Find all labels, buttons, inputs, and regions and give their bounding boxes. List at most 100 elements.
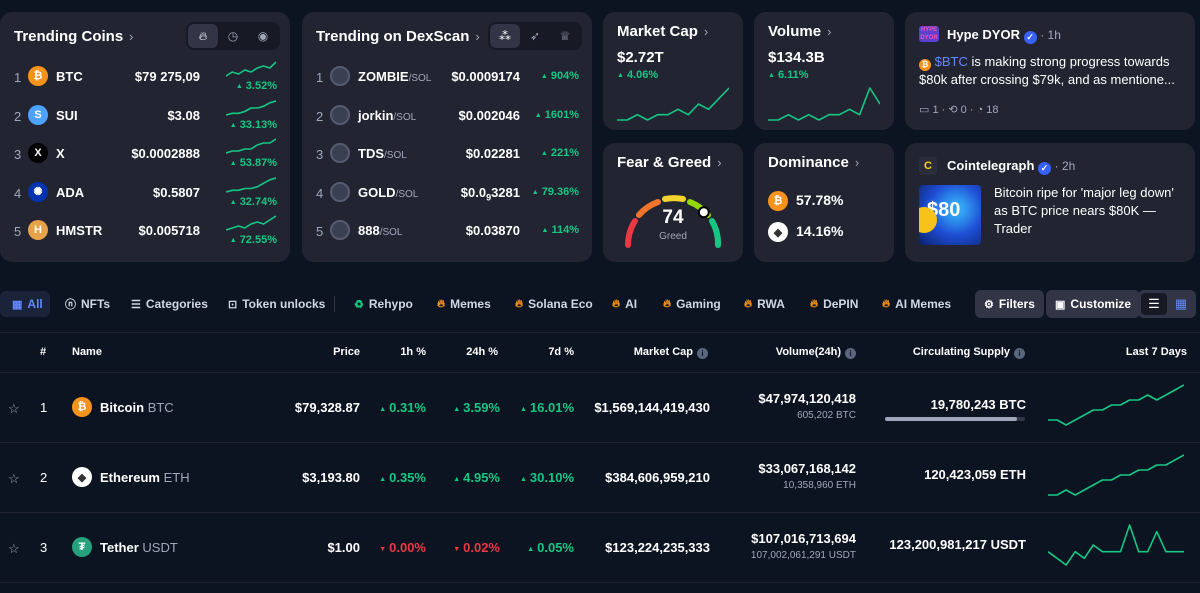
table-row[interactable]: ☆ 2 ◆ Ethereum ETH $3,193.80 0.35% 4.95% 30.10%… [0, 443, 1200, 513]
trending-coin-row[interactable]: 2S SUI $3.08 33.13% [14, 99, 280, 131]
fear-greed-indicator [697, 206, 710, 219]
customize-icon: ▣ [1055, 298, 1066, 311]
coin-name[interactable]: Ethereum ETH [100, 470, 190, 485]
trending-coin-row[interactable]: 3XX$0.000288853.87% [14, 138, 280, 169]
filter-solana-eco[interactable]: 🔥︎ Solana Eco [515, 297, 593, 311]
token-change: 114% [522, 224, 579, 236]
grid-view-icon[interactable]: ▦ [1174, 296, 1188, 311]
filter-divider [334, 296, 335, 312]
views-icon[interactable]: ◔ [976, 104, 984, 116]
coin-change: 33.13% [214, 119, 277, 131]
coin-icon: ◆ [72, 467, 92, 487]
hype-dyor-avatar: HYPE DYOR [919, 26, 939, 42]
fear-greed-card[interactable]: Fear & Greed › 74 Greed [603, 143, 743, 262]
clock-icon[interactable]: ◷ [227, 29, 239, 43]
filter-rehypo[interactable]: ♻ Rehypo [354, 297, 413, 311]
filter-all[interactable]: ▦ All [0, 291, 50, 317]
filter-gaming[interactable]: 🔥︎ Gaming [663, 297, 721, 311]
dexscan-row[interactable]: 4 GOLD/SOL $0.09328179.36% [316, 178, 582, 208]
coin-change: 53.87% [214, 157, 277, 169]
rocket-icon[interactable]: ➶ [529, 29, 541, 43]
watchlist-star-icon[interactable]: ☆ [8, 401, 20, 416]
news-source[interactable]: Hype DYOR ✓ · 1h [947, 27, 1061, 44]
table-row[interactable]: ☆ 3 ₮ Tether USDT $1.00 0.00% 0.02% 0.05% $123,2… [0, 513, 1200, 583]
dexscan-row[interactable]: 5 888/SOL $0.03870114% [316, 216, 582, 246]
trending-coin-row[interactable]: 4 ✺ ADA $0.5807 32.74% [14, 176, 280, 208]
filter-ai-memes[interactable]: 🔥︎ AI Memes [882, 297, 952, 311]
eye-icon[interactable]: ◉ [257, 29, 269, 43]
comment-icon[interactable]: ▭ [919, 104, 930, 116]
header-last-7-days[interactable]: Last 7 Days [1125, 346, 1187, 358]
news-source[interactable]: Cointelegraph ✓ · 2h [947, 158, 1076, 175]
filter-ai[interactable]: 🔥︎ AI [612, 297, 638, 311]
header-market-cap[interactable]: Market Cap i [590, 346, 708, 359]
grid-icon: ▦ [12, 298, 23, 311]
filter-memes[interactable]: 🔥︎ Memes [437, 297, 491, 311]
dexscan-row[interactable]: 3 TDS/SOL $0.02281221% [316, 139, 582, 169]
coin-name[interactable]: Tether USDT [100, 540, 178, 555]
last-7-days-sparkline [1048, 524, 1184, 566]
dexscan-title[interactable]: Trending on DexScan › [316, 28, 480, 45]
header-volume[interactable]: Volume(24h) i [740, 346, 856, 359]
trending-coin-row[interactable]: 1 ₿ BTC $79 275,09 3.52% [14, 61, 280, 92]
market-cap-change: 4.06% [617, 69, 658, 81]
watchlist-star-icon[interactable]: ☆ [8, 541, 20, 556]
news-text: Bitcoin ripe for 'major leg down' as BTC… [994, 185, 1174, 236]
list-view-icon[interactable]: ☰ [1141, 293, 1167, 315]
customize-button[interactable]: ▣ Customize [1046, 290, 1141, 318]
coin-icon: X [28, 143, 48, 163]
header-price[interactable]: Price [333, 346, 360, 358]
dexscan-row[interactable]: 2 jorkin/SOL $0.0020461601% [316, 101, 582, 131]
market-cap-card[interactable]: Market Cap› $2.72T 4.06% [603, 12, 743, 130]
news-card-cointelegraph[interactable]: C Cointelegraph ✓ · 2h $80 Bitcoin ripe … [905, 143, 1195, 262]
trending-coin-row[interactable]: 5H HMSTR $0.005718 72.55% [14, 215, 280, 246]
news-thumbnail[interactable]: $80 [919, 185, 981, 245]
table-row[interactable]: ☆ 1 ₿ Bitcoin BTC $79,328.87 0.31% 3.59% 16.01%… [0, 373, 1200, 443]
supply-progress [885, 417, 1025, 421]
info-icon[interactable]: i [1014, 348, 1025, 359]
trending-coins-title[interactable]: Trending Coins › [14, 28, 134, 45]
coin-icon: H [28, 220, 48, 240]
coin-price: $79,328.87 [294, 400, 360, 415]
coin-name[interactable]: Bitcoin BTC [100, 400, 174, 415]
fire-icon: 🔥︎ [612, 297, 621, 310]
news-card-hype[interactable]: HYPE DYOR Hype DYOR ✓ · 1h ₿ $BTC is mak… [905, 12, 1195, 130]
filter-nfts[interactable]: ⓝ NFTs [65, 297, 111, 311]
coin-price: $3,193.80 [302, 470, 360, 485]
bitcoin-icon: ₿ [768, 191, 788, 211]
trophy-icon[interactable]: ♕ [559, 29, 571, 43]
cointelegraph-avatar: C [919, 157, 937, 175]
filters-button[interactable]: ⚙︎ Filters [975, 290, 1044, 318]
filter-token-unlocks[interactable]: ⊡ Token unlocks [228, 297, 326, 311]
change-7d: 0.05% [504, 540, 574, 555]
filter-categories[interactable]: ☰ Categories [131, 297, 208, 311]
volume-card[interactable]: Volume› $134.3B 6.11% [754, 12, 894, 130]
coin-symbol: ADA [56, 184, 85, 200]
repost-icon[interactable]: ⟲ [948, 104, 958, 116]
watchlist-star-icon[interactable]: ☆ [8, 471, 20, 486]
filter-depin[interactable]: 🔥︎ DePIN [810, 297, 859, 311]
header-1h[interactable]: 1h % [400, 346, 426, 358]
info-icon[interactable]: i [845, 348, 856, 359]
token-price: $0.02281 [465, 146, 520, 161]
token-price: $0.03870 [465, 223, 520, 238]
header-24h[interactable]: 24h % [466, 346, 498, 358]
header-rank[interactable]: # [40, 346, 47, 358]
news-tag[interactable]: $BTC [934, 54, 968, 69]
coin-price: $3.08 [167, 107, 200, 123]
row-rank: 1 [40, 400, 48, 415]
header-name[interactable]: Name [72, 346, 102, 358]
supply-progress-fill [885, 417, 1017, 421]
circulating-supply: 120,423,059 ETH [924, 467, 1026, 482]
flame-icon[interactable]: 🔥︎ [188, 24, 218, 48]
thumbnail-coin [919, 207, 937, 233]
dominance-card[interactable]: Dominance › ₿ 57.78% ◆ 14.16% [754, 143, 894, 262]
header-supply[interactable]: Circulating Supply i [880, 346, 1025, 359]
dex-rank: 4 [316, 185, 324, 201]
header-7d[interactable]: 7d % [548, 346, 574, 358]
dexscan-row[interactable]: 1 ZOMBIE/SOL $0.0009174904% [316, 62, 582, 92]
info-icon[interactable]: i [697, 348, 708, 359]
network-icon[interactable]: ⁂ [490, 24, 520, 48]
filter-rwa[interactable]: 🔥︎ RWA [744, 297, 785, 311]
market-cap: $1,569,144,419,430 [594, 400, 710, 415]
